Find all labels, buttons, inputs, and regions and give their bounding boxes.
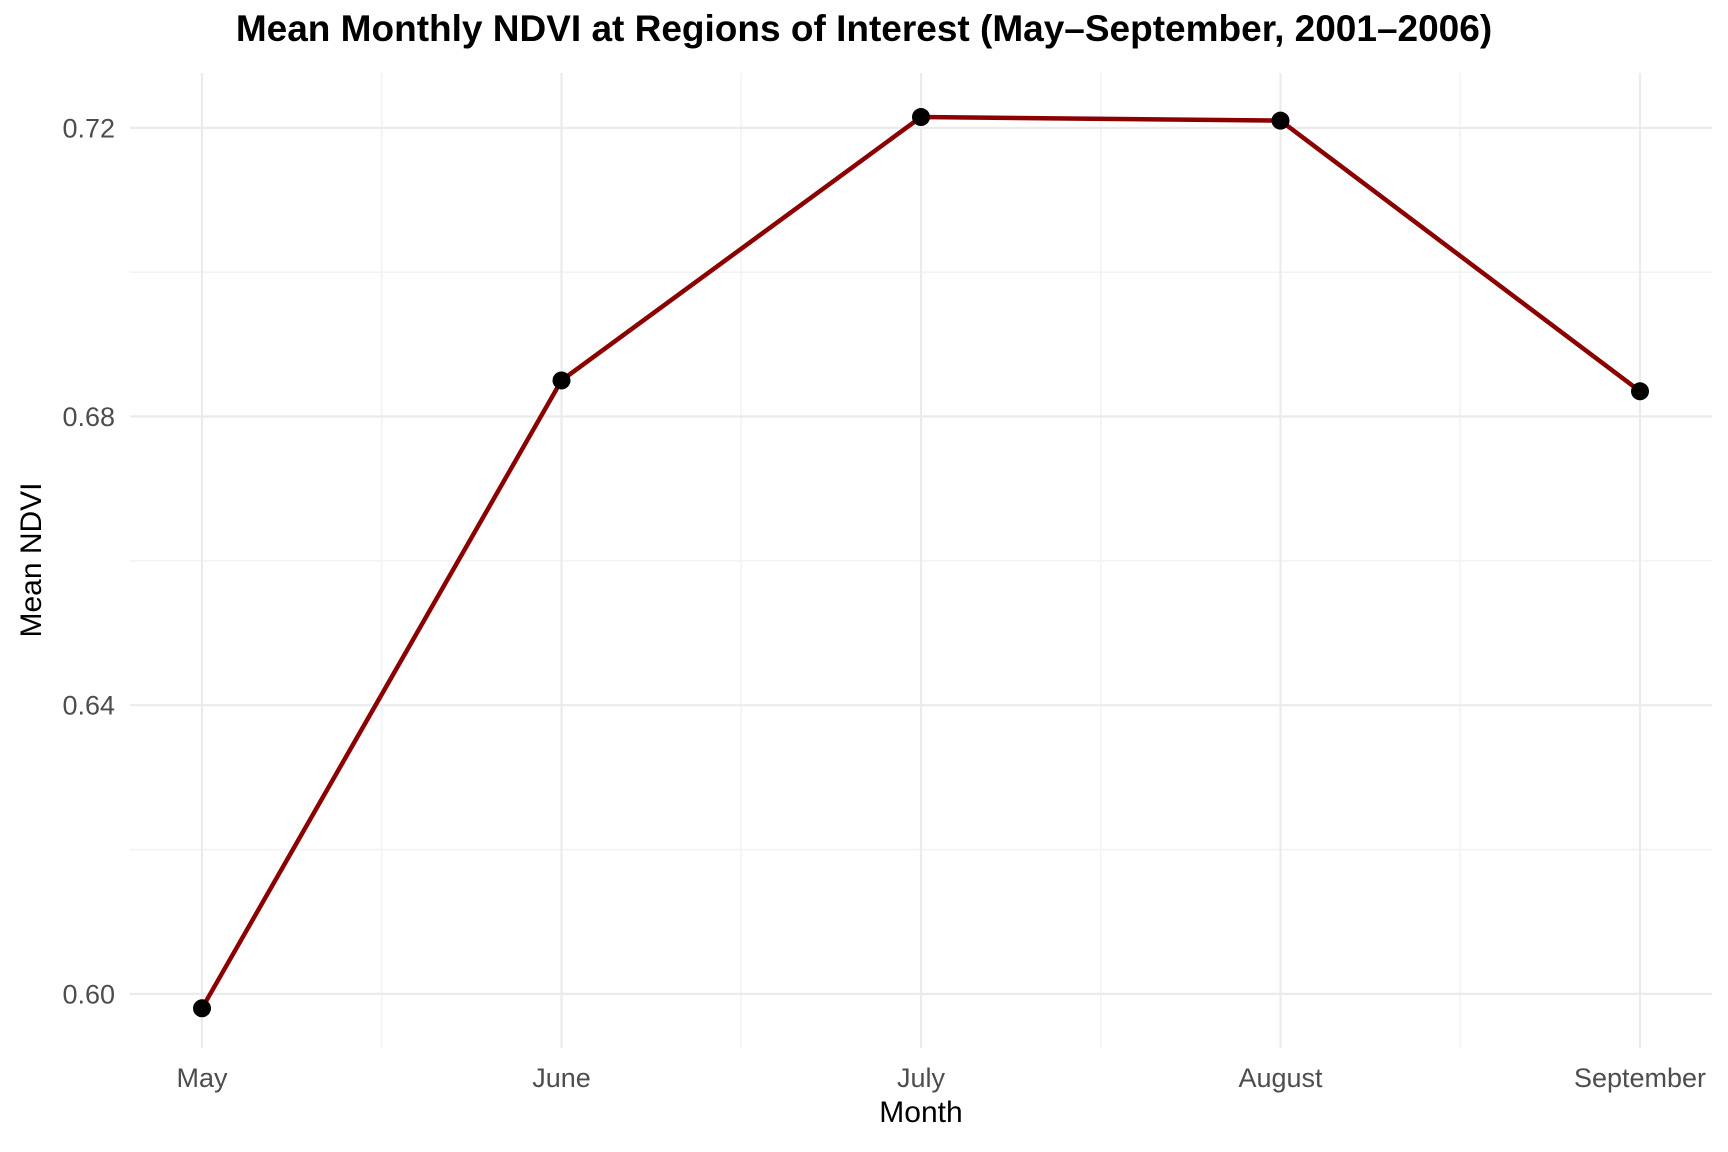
x-tick-label: May [176, 1063, 228, 1093]
data-point [912, 108, 930, 127]
y-axis-tick-labels: 0.60 0.64 0.68 0.72 [62, 113, 115, 1009]
x-tick-label: July [897, 1063, 946, 1093]
gridlines-major [130, 73, 1712, 1048]
y-axis-title: Mean NDVI [15, 482, 48, 638]
data-point [1631, 382, 1649, 401]
data-point [193, 999, 211, 1018]
data-series [193, 108, 1649, 1018]
y-tick-label: 0.60 [62, 979, 115, 1009]
x-axis-title: Month [879, 1096, 963, 1129]
y-tick-label: 0.72 [62, 113, 115, 143]
x-tick-label: September [1574, 1063, 1706, 1093]
x-axis-tick-labels: May June July August September [176, 1063, 1706, 1093]
y-tick-label: 0.64 [62, 691, 115, 721]
data-point [552, 371, 571, 390]
y-tick-label: 0.68 [62, 402, 115, 432]
x-tick-label: August [1238, 1063, 1323, 1093]
data-point [1271, 111, 1290, 130]
x-tick-label: June [532, 1063, 591, 1093]
chart-title: Mean Monthly NDVI at Regions of Interest… [235, 8, 1493, 49]
